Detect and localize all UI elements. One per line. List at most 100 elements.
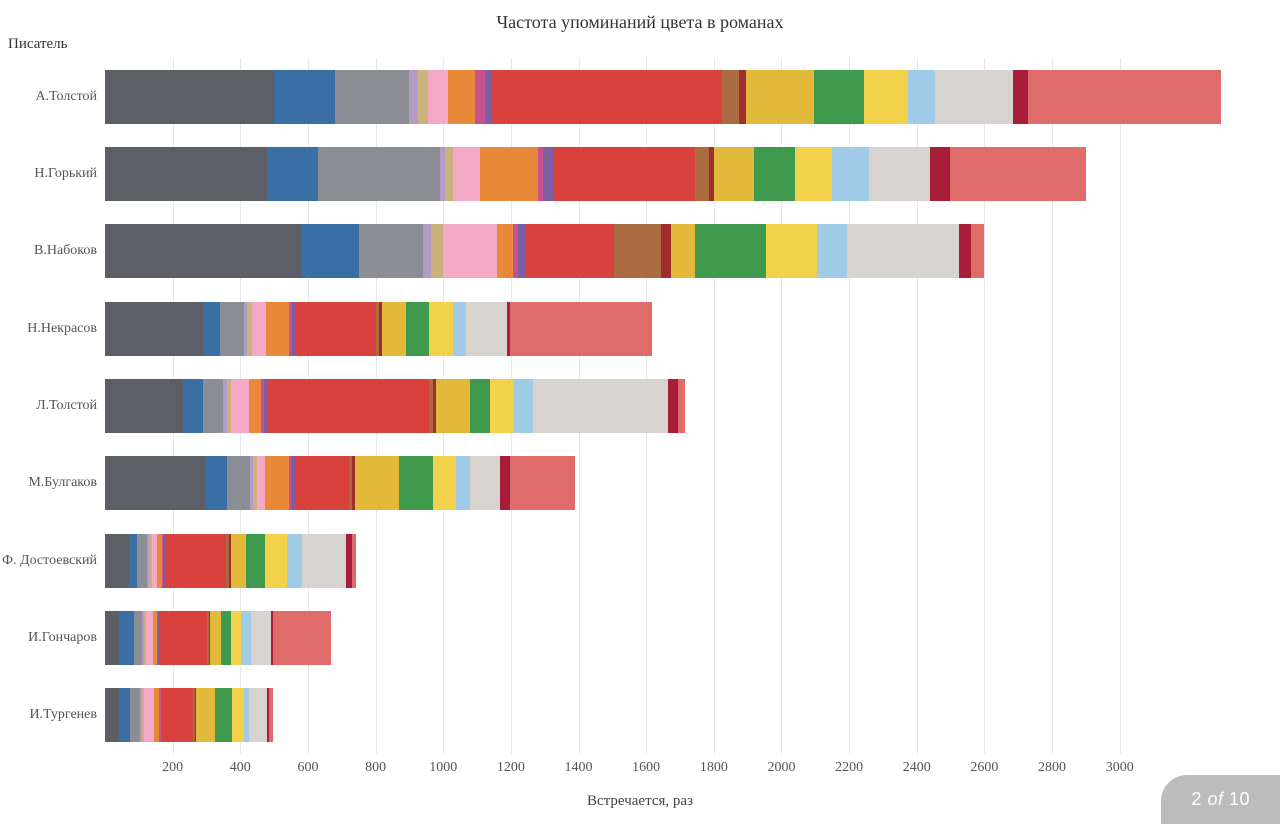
- y-axis-title: Писатель: [8, 36, 68, 53]
- bar-segment: [614, 224, 661, 278]
- bar-segment: [105, 379, 183, 433]
- bar-segment: [817, 224, 847, 278]
- x-tick-label: 2600: [970, 760, 998, 776]
- x-tick-label: 3000: [1106, 760, 1134, 776]
- writer-label: Л.Толстой: [36, 398, 97, 414]
- bar-segment: [406, 302, 430, 356]
- x-tick-label: 2200: [835, 760, 863, 776]
- bar-segment: [428, 70, 448, 124]
- bar-segment: [510, 302, 652, 356]
- bar-segment: [257, 456, 265, 510]
- bar-segment: [814, 70, 865, 124]
- bar-segment: [105, 70, 274, 124]
- bar-segment: [359, 224, 423, 278]
- bar-segment: [766, 224, 817, 278]
- bar-segment: [203, 302, 220, 356]
- plot-area: А.ТолстойН.ГорькийВ.НабоковН.НекрасовЛ.Т…: [105, 58, 1255, 754]
- bar-segment: [295, 302, 376, 356]
- bar-segment: [485, 70, 492, 124]
- bar-segment: [105, 688, 119, 742]
- x-tick-label: 2400: [903, 760, 931, 776]
- bar-segment: [518, 224, 526, 278]
- bar-segment: [335, 70, 409, 124]
- bar-segment: [265, 534, 287, 588]
- bar-segment: [795, 147, 832, 201]
- bar-segment: [318, 147, 440, 201]
- bar-segment: [935, 70, 1013, 124]
- bar-segment: [746, 70, 814, 124]
- bar-segment: [431, 224, 443, 278]
- bar-segment: [232, 688, 244, 742]
- bar-segment: [231, 534, 246, 588]
- bar-segment: [220, 302, 244, 356]
- bar-segment: [908, 70, 935, 124]
- bar-row: Л.Толстой: [105, 379, 1255, 433]
- bar-segment: [206, 456, 226, 510]
- bar-segment: [1028, 70, 1221, 124]
- x-tick-label: 2000: [767, 760, 795, 776]
- bar-segment: [130, 688, 140, 742]
- bar-segment: [864, 70, 908, 124]
- writer-label: А.Толстой: [35, 89, 97, 105]
- bar-segment: [661, 224, 671, 278]
- bar-segment: [129, 534, 137, 588]
- bar-segment: [429, 302, 453, 356]
- bar-segment: [241, 611, 251, 665]
- bar-segment: [448, 70, 475, 124]
- bar-segment: [105, 611, 119, 665]
- bar-row: И.Гончаров: [105, 611, 1255, 665]
- bar-row: Н.Некрасов: [105, 302, 1255, 356]
- x-tick-label: 400: [230, 760, 251, 776]
- writer-label: М.Булгаков: [28, 475, 97, 491]
- bar-segment: [671, 224, 695, 278]
- x-tick-label: 800: [365, 760, 386, 776]
- bar-segment: [739, 70, 746, 124]
- bar-segment: [418, 70, 428, 124]
- bar-row: Ф. Достоевский: [105, 534, 1255, 588]
- x-tick-label: 200: [162, 760, 183, 776]
- bar-segment: [1013, 70, 1028, 124]
- page-total: 10: [1229, 789, 1250, 809]
- writer-label: И.Тургенев: [29, 707, 97, 723]
- bar-segment: [456, 456, 470, 510]
- bar-segment: [295, 456, 349, 510]
- bar-segment: [553, 147, 695, 201]
- writer-label: Ф. Достоевский: [2, 553, 97, 569]
- bar-segment: [510, 456, 574, 510]
- bar-segment: [269, 688, 272, 742]
- bar-segment: [470, 456, 500, 510]
- bar-segment: [533, 379, 668, 433]
- bar-segment: [514, 379, 533, 433]
- bar-segment: [267, 147, 318, 201]
- bar-segment: [134, 611, 142, 665]
- bar-segment: [165, 534, 226, 588]
- bar-segment: [490, 379, 514, 433]
- bar-segment: [183, 379, 203, 433]
- writer-label: Н.Некрасов: [27, 321, 97, 337]
- page-of-label: of: [1207, 789, 1223, 809]
- bar-segment: [971, 224, 985, 278]
- bar-segment: [267, 379, 429, 433]
- bar-segment: [959, 224, 971, 278]
- bar-segment: [466, 302, 507, 356]
- x-tick-label: 1200: [497, 760, 525, 776]
- bar-segment: [436, 379, 470, 433]
- bar-segment: [399, 456, 433, 510]
- bar-segment: [453, 147, 480, 201]
- bar-segment: [497, 224, 512, 278]
- bar-segment: [423, 224, 431, 278]
- bar-segment: [869, 147, 930, 201]
- page-indicator: 2 of 10: [1161, 775, 1280, 824]
- bar-segment: [695, 224, 766, 278]
- bar-segment: [159, 611, 206, 665]
- bar-segment: [475, 70, 485, 124]
- bar-segment: [221, 611, 231, 665]
- bar-segment: [346, 534, 353, 588]
- bar-segment: [287, 534, 302, 588]
- bar-segment: [302, 534, 346, 588]
- bar-segment: [492, 70, 722, 124]
- bar-segment: [714, 147, 755, 201]
- bar-segment: [668, 379, 678, 433]
- bar-segment: [137, 534, 147, 588]
- bar-segment: [355, 456, 399, 510]
